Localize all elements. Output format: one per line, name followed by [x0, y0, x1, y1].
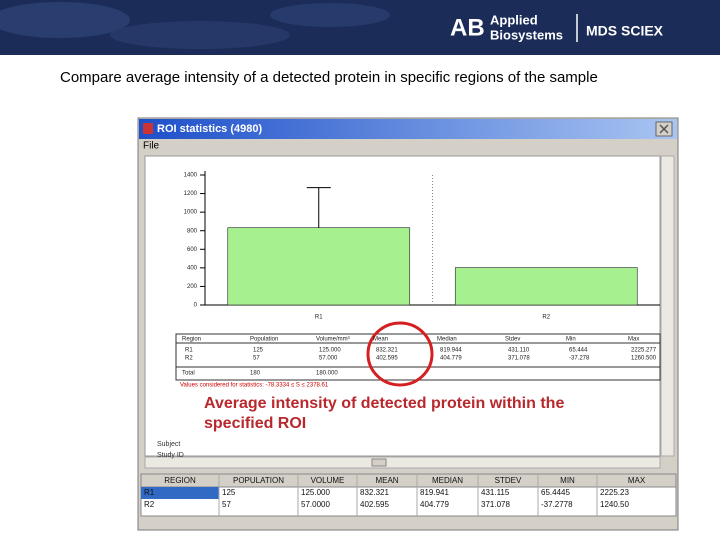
- logo-mark: AB: [450, 14, 485, 41]
- window-icon: [143, 123, 153, 134]
- grid-cell: 431.115: [481, 488, 510, 497]
- logo-partner: MDS SCIEX: [586, 23, 664, 39]
- table-cell: 180.000: [316, 371, 338, 377]
- grid-cell: 819.941: [420, 488, 449, 497]
- grid-cell: 125.000: [301, 488, 330, 497]
- table-header: Mean: [373, 337, 388, 343]
- grid-cell: R2: [144, 500, 155, 509]
- table-cell: 2225.277: [631, 348, 657, 354]
- grid-header-cell: MIN: [560, 476, 575, 485]
- grid-header-cell: STDEV: [495, 476, 522, 485]
- highlight-circle: [366, 321, 434, 387]
- grid-header-cell: POPULATION: [233, 476, 284, 485]
- table-cell: 404.779: [440, 356, 462, 362]
- table-cell: 832.321: [376, 348, 398, 354]
- slide-title: Compare average intensity of a detected …: [60, 69, 598, 86]
- stats-table-frame: [175, 333, 661, 381]
- y-tick-label: 0: [194, 303, 198, 309]
- y-tick-label: 1400: [184, 173, 198, 179]
- bar: [454, 267, 638, 306]
- grid-cell: R1: [144, 488, 155, 497]
- grid-header-cell: REGION: [164, 476, 196, 485]
- grid-cell: 371.078: [481, 500, 510, 509]
- y-tick-label: 1000: [184, 210, 198, 216]
- vertical-scrollbar[interactable]: [660, 155, 675, 457]
- table-header: Max: [628, 337, 639, 343]
- table-cell: 402.595: [376, 356, 398, 362]
- scroll-thumb[interactable]: [371, 458, 387, 467]
- table-header: Median: [437, 337, 457, 343]
- table-header: Stdev: [505, 337, 520, 343]
- table-cell: 125: [253, 348, 264, 354]
- banner-decoration: [110, 21, 290, 49]
- table-cell: 180: [250, 371, 261, 377]
- table-cell: R2: [185, 356, 193, 362]
- grid-cell: 65.4445: [541, 488, 570, 497]
- grid-header: [140, 473, 677, 488]
- y-tick-label: 400: [187, 265, 198, 271]
- table-cell: 125.000: [319, 348, 341, 354]
- grid-cell: 57: [222, 500, 231, 509]
- table-cell: Total: [182, 371, 195, 377]
- grid-cell: 402.595: [360, 500, 389, 509]
- grid-cell: 1240.50: [600, 500, 629, 509]
- table-header: Min: [566, 337, 576, 343]
- field-label: Study ID: [157, 452, 184, 459]
- y-tick-label: 200: [187, 284, 198, 290]
- footnote: Values considered for statistics: -78.33…: [180, 383, 329, 389]
- grid-header-cell: VOLUME: [311, 476, 345, 485]
- table-cell: 1260.500: [631, 356, 657, 362]
- y-tick-label: 600: [187, 247, 198, 253]
- horizontal-scrollbar[interactable]: [144, 456, 661, 469]
- y-tick-label: 800: [187, 228, 198, 234]
- annotation-box: [200, 393, 620, 437]
- bar: [227, 227, 411, 306]
- table-cell: R1: [185, 348, 193, 354]
- menu-item[interactable]: File: [143, 141, 160, 152]
- title-bar: [139, 119, 677, 139]
- table-cell: -37.278: [569, 356, 590, 362]
- table-cell: 431.110: [508, 348, 530, 354]
- close-icon: [659, 124, 669, 134]
- x-tick-label: R2: [542, 315, 550, 321]
- grid-header-cell: MEAN: [375, 476, 398, 485]
- grid-cell: 2225.23: [600, 488, 629, 497]
- x-tick-label: R1: [315, 315, 323, 321]
- table-cell: 57.000: [319, 356, 338, 362]
- table-cell: 57: [253, 356, 260, 362]
- selected-cell[interactable]: [141, 487, 219, 499]
- table-cell: 65.444: [569, 348, 588, 354]
- logo-text: Biosystems: [490, 27, 563, 42]
- y-tick-label: 1200: [184, 191, 198, 197]
- banner-decoration: [270, 3, 390, 27]
- annotation: specified ROI: [204, 415, 306, 432]
- table-cell: 819.944: [440, 348, 462, 354]
- banner-decoration: [0, 2, 130, 38]
- grid-cell: -37.2778: [541, 500, 573, 509]
- window-title: ROI statistics (4980): [157, 123, 262, 135]
- field-label: Subject: [157, 441, 180, 448]
- grid-cell: 125: [222, 488, 236, 497]
- annotation: Average intensity of detected protein wi…: [204, 395, 564, 412]
- table-header: Population: [250, 337, 278, 343]
- grid-cell: 57.0000: [301, 500, 330, 509]
- table-header: Region: [182, 337, 201, 343]
- table-cell: 371.078: [508, 356, 530, 362]
- grid-header-cell: MAX: [628, 476, 646, 485]
- grid-header-cell: MEDIAN: [432, 476, 463, 485]
- grid-cell: 832.321: [360, 488, 389, 497]
- grid-cell: 404.779: [420, 500, 449, 509]
- table-header: Volume/mm³: [316, 337, 350, 343]
- logo-text: Applied: [490, 12, 538, 27]
